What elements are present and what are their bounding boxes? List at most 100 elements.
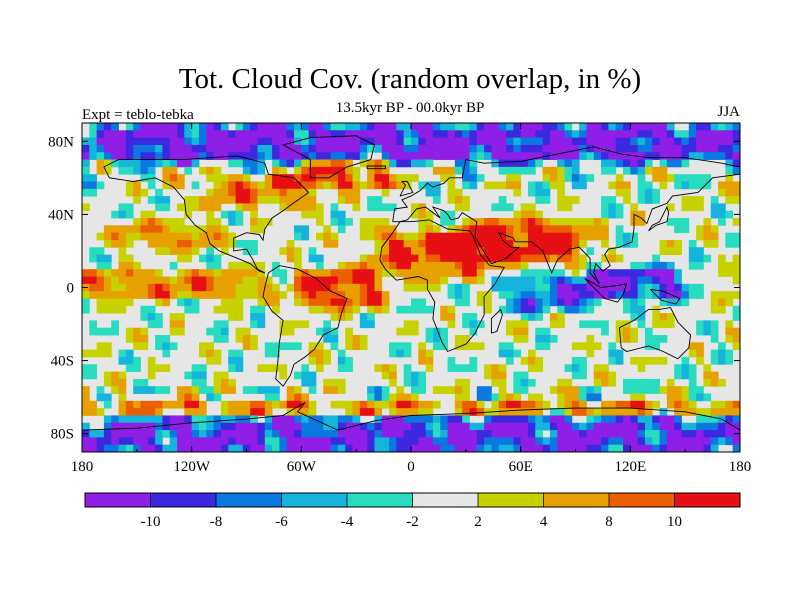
anomaly-cell (725, 437, 734, 446)
anomaly-cell (652, 188, 660, 197)
anomaly-cell (732, 437, 740, 446)
anomaly-cell (462, 283, 470, 292)
anomaly-cell (352, 123, 361, 131)
anomaly-cell (498, 393, 507, 402)
anomaly-cell (257, 283, 266, 292)
anomaly-cell (462, 152, 470, 160)
anomaly-cell (191, 298, 200, 307)
anomaly-cell (454, 422, 463, 431)
anomaly-cell (308, 137, 317, 146)
anomaly-cell (272, 159, 280, 168)
anomaly-cell (615, 276, 624, 285)
anomaly-cell (462, 393, 470, 402)
anomaly-cell (198, 386, 207, 394)
anomaly-cell (96, 437, 105, 446)
anomaly-cell (615, 320, 624, 329)
anomaly-cell (476, 254, 485, 263)
anomaly-cell (177, 137, 185, 146)
anomaly-cell (191, 152, 200, 160)
anomaly-cell (140, 174, 149, 182)
anomaly-cell (454, 188, 463, 197)
anomaly-cell (462, 239, 470, 248)
anomaly-cell (710, 349, 719, 358)
anomaly-cell (191, 239, 200, 248)
anomaly-cell (579, 232, 587, 241)
anomaly-cell (447, 283, 456, 292)
anomaly-cell (674, 364, 682, 372)
anomaly-cell (571, 218, 580, 226)
anomaly-cell (374, 196, 383, 204)
anomaly-cell (520, 123, 529, 131)
anomaly-cell (601, 378, 609, 387)
anomaly-cell (418, 181, 427, 190)
anomaly-cell (206, 174, 214, 182)
anomaly-cell (535, 218, 543, 226)
anomaly-cell (498, 130, 507, 139)
anomaly-cell (564, 196, 573, 204)
anomaly-cell (213, 349, 222, 358)
anomaly-cell (579, 393, 587, 402)
anomaly-cell (557, 437, 565, 446)
anomaly-cell (447, 137, 456, 146)
anomaly-cell (557, 254, 565, 263)
anomaly-cell (718, 298, 726, 307)
anomaly-cell (118, 269, 127, 277)
anomaly-cell (133, 196, 141, 204)
anomaly-cell (403, 305, 412, 314)
anomaly-cell (381, 305, 390, 314)
anomaly-cell (111, 320, 119, 329)
anomaly-cell (688, 254, 697, 263)
anomaly-cell (593, 225, 602, 234)
anomaly-cell (133, 335, 141, 343)
anomaly-cell (542, 247, 551, 255)
anomaly-cell (681, 400, 690, 409)
anomaly-cell (294, 232, 302, 241)
anomaly-cell (264, 364, 273, 372)
anomaly-cell (374, 400, 383, 409)
anomaly-cell (294, 342, 302, 351)
anomaly-cell (520, 276, 529, 285)
anomaly-cell (579, 276, 587, 285)
anomaly-cell (184, 305, 193, 314)
anomaly-cell (155, 298, 163, 307)
coastline (379, 219, 505, 353)
anomaly-cell (608, 254, 617, 263)
anomaly-cell (133, 400, 141, 409)
anomaly-cell (447, 130, 456, 139)
anomaly-cell (396, 174, 405, 182)
anomaly-cell (250, 291, 258, 299)
anomaly-cell (593, 386, 602, 394)
anomaly-cell (337, 123, 346, 131)
anomaly-cell (666, 137, 675, 146)
anomaly-cell (140, 283, 149, 292)
anomaly-cell (644, 327, 653, 336)
anomaly-cell (111, 437, 119, 446)
anomaly-cell (301, 203, 310, 212)
anomaly-cell (403, 444, 412, 452)
x-tick-label: 120E (614, 459, 646, 475)
anomaly-cell (250, 276, 258, 285)
anomaly-cell (732, 123, 740, 131)
anomaly-cell (411, 239, 419, 248)
anomaly-cell (352, 305, 361, 314)
anomaly-cell (308, 422, 317, 431)
anomaly-cell (220, 137, 229, 146)
anomaly-cell (315, 291, 324, 299)
anomaly-cell (593, 130, 602, 139)
anomaly-cell (381, 137, 390, 146)
anomaly-cell (396, 261, 405, 270)
anomaly-cell (411, 130, 419, 139)
anomaly-cell (169, 437, 178, 446)
anomaly-cell (652, 137, 660, 146)
anomaly-cell (454, 430, 463, 438)
anomaly-cell (257, 313, 266, 321)
anomaly-cell (440, 144, 448, 153)
anomaly-cell (162, 430, 171, 438)
anomaly-cell (674, 386, 682, 394)
anomaly-cell (96, 152, 105, 160)
anomaly-cell (352, 261, 361, 270)
anomaly-cell (549, 291, 558, 299)
x-tick-label: 180 (729, 459, 752, 475)
anomaly-cell (688, 437, 697, 446)
anomaly-cell (403, 159, 412, 168)
